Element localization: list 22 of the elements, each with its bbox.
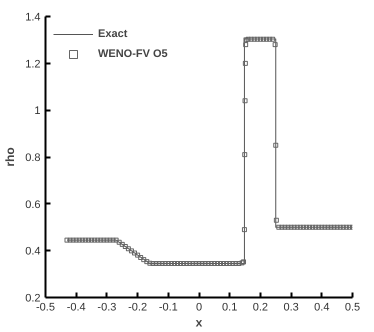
x-tick-label: 0 xyxy=(196,302,202,314)
y-tick-label: 1 xyxy=(34,105,41,118)
y-tick-label: 0.2 xyxy=(25,292,41,304)
x-tick-label: 0.3 xyxy=(283,302,299,314)
x-tick-label: 0.5 xyxy=(344,302,360,314)
x-tick-label: 0.1 xyxy=(222,302,238,314)
y-tick-label: 0.8 xyxy=(25,152,41,164)
x-tick-label: -0.1 xyxy=(158,302,178,314)
x-tick-label: -0.3 xyxy=(97,302,116,314)
y-tick-label: 1.2 xyxy=(25,58,41,70)
y-tick-label: 0.6 xyxy=(25,198,41,211)
x-tick-label: 0.2 xyxy=(252,302,268,314)
x-tick-label: -0.5 xyxy=(36,302,55,314)
y-tick-label: 0.4 xyxy=(25,246,41,258)
x-tick-label: -0.4 xyxy=(66,302,86,314)
x-tick-label: -0.2 xyxy=(128,302,148,314)
y-tick-label: 1.4 xyxy=(25,12,41,24)
y-axis-title: rho xyxy=(3,147,18,167)
legend-label: WENO-FV O5 xyxy=(98,48,168,60)
legend-label: Exact xyxy=(98,28,128,40)
x-tick-label: 0.4 xyxy=(314,302,330,314)
x-axis-title: x xyxy=(196,316,203,330)
